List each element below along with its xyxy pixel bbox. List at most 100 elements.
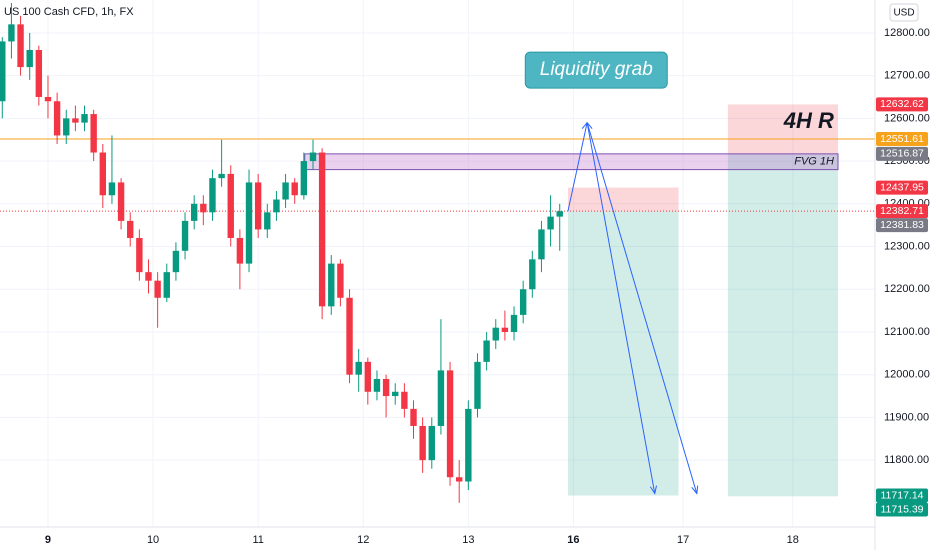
price-tag — [876, 204, 928, 219]
candle-body — [419, 425, 426, 461]
candle-body — [337, 263, 344, 298]
candle-body — [291, 182, 298, 196]
annotation: 4H R — [783, 108, 834, 133]
y-tick-label: 12100.00 — [884, 326, 930, 338]
x-tick-label: 11 — [252, 534, 263, 546]
candle-body — [245, 182, 253, 264]
candle-body — [44, 96, 52, 102]
arrow-head — [649, 485, 657, 495]
price-tag — [876, 132, 928, 147]
price-tag-label: 12437.95 — [880, 181, 924, 193]
x-tick-label: 10 — [147, 534, 159, 546]
price-tag-label: 12516.87 — [880, 148, 924, 160]
candle-body — [410, 408, 417, 426]
y-tick-label: 11800.00 — [884, 454, 929, 466]
candle-body — [17, 24, 24, 68]
candle-body — [529, 259, 536, 290]
arrow-line — [586, 122, 698, 494]
candle-body — [282, 182, 289, 200]
price-axis — [875, 0, 932, 550]
candle-body — [474, 361, 481, 409]
arrow-head — [691, 485, 699, 495]
annotation-box — [524, 51, 668, 89]
candle-body — [127, 220, 134, 238]
price-tag-label: 12632.62 — [880, 98, 924, 110]
candle-body — [90, 114, 97, 153]
x-tick-label: 9 — [45, 534, 51, 546]
x-tick-label: 18 — [787, 534, 799, 546]
candle-body — [8, 24, 15, 42]
y-tick-label: 12700.00 — [884, 70, 930, 82]
candle-body — [309, 152, 317, 162]
price-tag — [876, 180, 928, 195]
candle-body — [108, 182, 116, 196]
candle-body — [163, 272, 170, 298]
candle-body — [437, 370, 445, 426]
candle-body — [346, 297, 353, 375]
currency-label[interactable]: USD — [893, 8, 914, 19]
candle-body — [53, 101, 61, 136]
candle-body — [300, 161, 308, 196]
price-tag — [876, 97, 928, 112]
target-zone — [727, 153, 838, 497]
candle-body — [465, 408, 472, 482]
candle-body — [328, 263, 335, 307]
candle-body — [26, 49, 33, 68]
symbol-title: US 100 Cash CFD, 1h, FX — [4, 6, 134, 18]
candle-body — [510, 314, 518, 332]
candle-body — [456, 477, 463, 482]
candle-body — [428, 425, 435, 461]
candle-body — [63, 118, 70, 136]
price-tag-label: 11717.14 — [880, 489, 923, 501]
x-tick-label: 16 — [567, 534, 579, 546]
price-tag-label: 12551.61 — [880, 133, 924, 145]
candle-body — [492, 327, 499, 341]
candle-body — [446, 370, 454, 478]
currency-button[interactable] — [889, 3, 919, 22]
x-tick-label: 13 — [462, 534, 474, 546]
candle-body — [556, 211, 563, 217]
candle-body — [190, 203, 198, 221]
candle-body — [355, 361, 362, 375]
candle-body — [172, 250, 180, 273]
candle-body — [364, 361, 372, 392]
price-tag-label: 12382.71 — [880, 205, 924, 217]
target-zone — [567, 211, 679, 496]
candle-body — [227, 173, 234, 238]
candle-body — [117, 182, 125, 221]
candle-body — [200, 203, 207, 213]
candle-body — [373, 378, 381, 392]
fvg-label: FVG 1H — [794, 156, 834, 168]
y-tick-label: 12600.00 — [884, 112, 930, 124]
y-tick-label: 12000.00 — [884, 369, 930, 381]
y-tick-label: 12800.00 — [884, 27, 930, 39]
candle-body — [218, 173, 225, 179]
candle-body — [483, 340, 490, 362]
y-tick-label: 11900.00 — [884, 411, 929, 423]
x-tick-label: 17 — [677, 534, 689, 546]
candle-body — [72, 118, 79, 123]
candle-body — [81, 114, 88, 123]
x-tick-label: 12 — [357, 534, 369, 546]
candle-body — [273, 199, 280, 213]
candle-body — [145, 272, 152, 281]
candle-body — [99, 152, 107, 196]
candle-body — [181, 220, 189, 251]
y-tick-label: 12200.00 — [884, 283, 930, 295]
candle-body — [519, 289, 527, 315]
annotation: Liquidity grab — [540, 59, 653, 80]
candle-body — [136, 237, 143, 273]
candle-body — [264, 212, 271, 230]
candle-body — [0, 41, 6, 102]
candle-body — [501, 327, 509, 332]
y-tick-label: 12300.00 — [884, 240, 930, 252]
price-tag — [876, 218, 928, 233]
price-tag — [876, 146, 928, 161]
candle-body — [401, 391, 408, 409]
fvg-box — [304, 153, 839, 171]
stop-zone — [727, 104, 838, 154]
price-tag-label: 12381.83 — [880, 219, 924, 231]
candle-body — [35, 49, 43, 97]
candle-body — [154, 280, 161, 298]
